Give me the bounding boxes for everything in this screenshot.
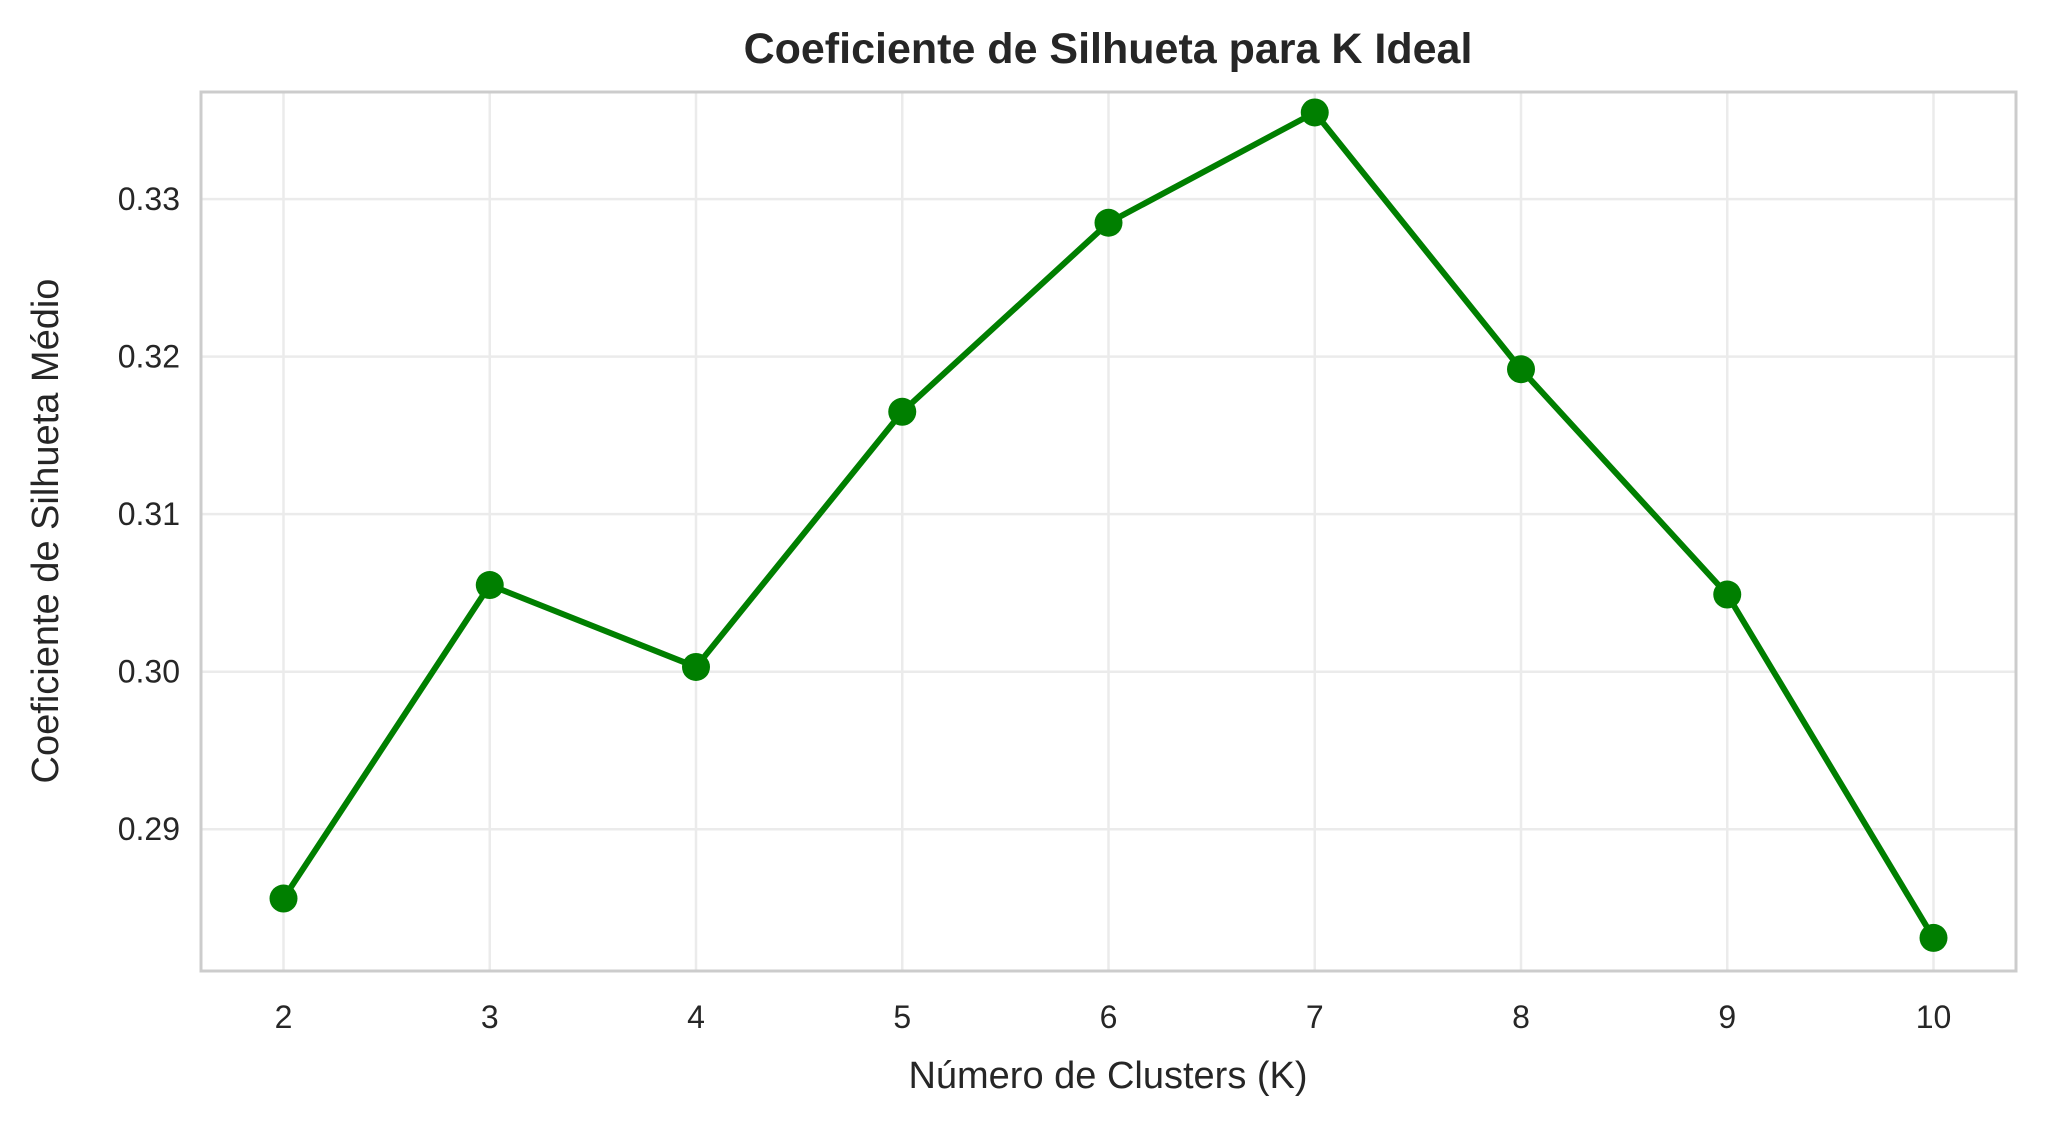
data-point-k-8 bbox=[1507, 355, 1535, 384]
y-tick-label: 0.31 bbox=[118, 496, 180, 532]
data-point-k-2 bbox=[269, 884, 298, 913]
x-axis-label: Número de Clusters (K) bbox=[908, 1055, 1307, 1097]
x-tick-label: 9 bbox=[1718, 999, 1736, 1035]
y-tick-label: 0.33 bbox=[118, 181, 180, 217]
y-axis-ticks: 0.29 0.30 0.31 0.32 0.33 bbox=[118, 181, 180, 847]
chart-title: Coeficiente de Silhueta para K Ideal bbox=[744, 25, 1473, 73]
data-point-k-5 bbox=[888, 397, 917, 426]
x-tick-label: 3 bbox=[481, 999, 499, 1035]
x-tick-label: 6 bbox=[1100, 999, 1118, 1035]
y-tick-label: 0.30 bbox=[118, 654, 180, 690]
data-point-k-4 bbox=[682, 652, 710, 681]
x-tick-label: 5 bbox=[893, 999, 911, 1035]
grid-lines bbox=[201, 92, 2016, 971]
x-tick-label: 7 bbox=[1306, 999, 1324, 1035]
data-point-k-3 bbox=[475, 571, 504, 600]
plot-area-frame bbox=[199, 90, 2018, 973]
x-tick-label: 8 bbox=[1512, 999, 1530, 1035]
x-axis-ticks: 2 3 4 5 6 7 8 9 10 bbox=[275, 999, 1952, 1035]
y-axis-label: Coeficiente de Silhueta Médio bbox=[25, 279, 67, 784]
y-tick-label: 0.32 bbox=[118, 339, 180, 375]
x-tick-label: 10 bbox=[1916, 999, 1952, 1035]
data-point-k-10 bbox=[1919, 923, 1948, 952]
data-point-k-9 bbox=[1713, 580, 1742, 609]
y-tick-label: 0.29 bbox=[118, 811, 180, 847]
x-tick-label: 2 bbox=[275, 999, 293, 1035]
data-point-k-7 bbox=[1300, 98, 1329, 127]
x-tick-label: 4 bbox=[687, 999, 705, 1035]
data-point-k-6 bbox=[1094, 208, 1123, 237]
series-markers bbox=[269, 98, 1948, 952]
